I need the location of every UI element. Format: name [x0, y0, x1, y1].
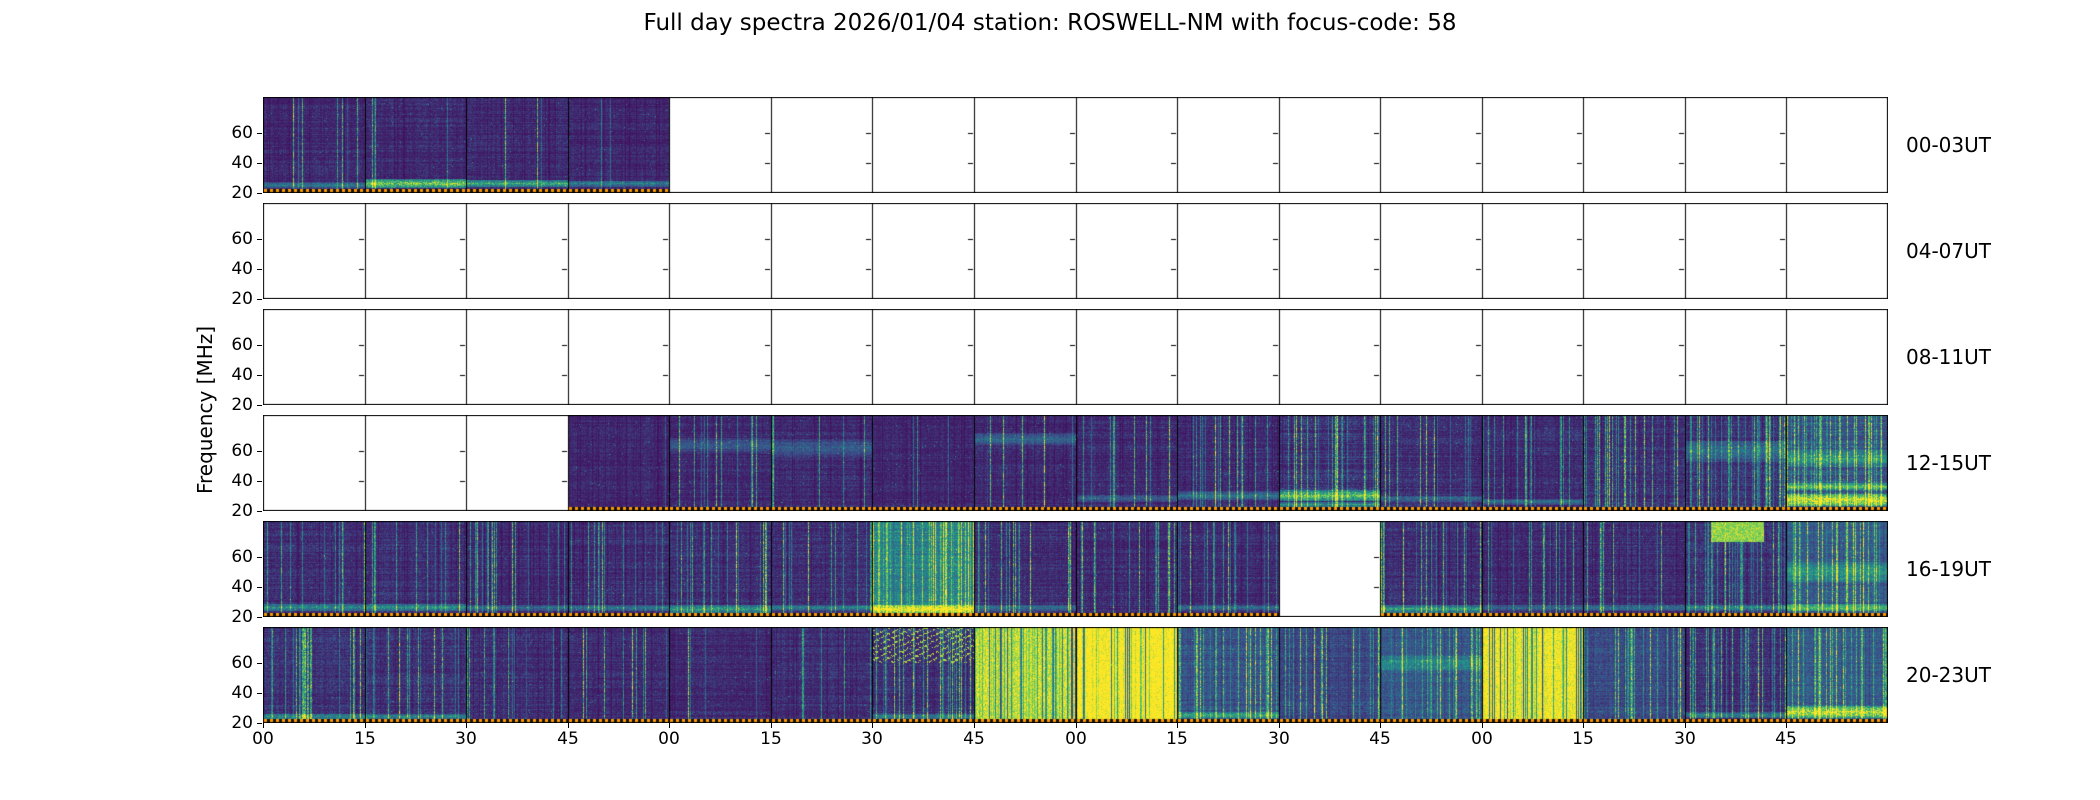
- figure-title: Full day spectra 2026/01/04 station: ROS…: [643, 10, 1457, 36]
- y-tick-label: 40: [231, 577, 253, 597]
- x-tick-label: 30: [861, 729, 883, 749]
- y-tick-mark: [257, 193, 262, 194]
- y-tick-label: 40: [231, 259, 253, 279]
- x-tick-label: 45: [1775, 729, 1797, 749]
- x-tick-label: 15: [1166, 729, 1188, 749]
- x-tick-label: 30: [455, 729, 477, 749]
- x-tick-mark: [1685, 723, 1686, 728]
- y-tick-label: 60: [231, 335, 253, 355]
- x-tick-label: 45: [963, 729, 985, 749]
- y-tick-label: 60: [231, 653, 253, 673]
- x-tick-label: 00: [1471, 729, 1493, 749]
- x-tick-mark: [568, 723, 569, 728]
- y-tick-label: 20: [231, 183, 253, 203]
- x-tick-label: 00: [252, 729, 274, 749]
- x-tick-label: 30: [1674, 729, 1696, 749]
- y-tick-label: 20: [231, 713, 253, 733]
- y-tick-mark: [257, 133, 262, 134]
- x-tick-mark: [466, 723, 467, 728]
- spectrogram-row-canvas-3: [263, 415, 1888, 511]
- x-tick-mark: [1583, 723, 1584, 728]
- y-axis-label: Frequency [MHz]: [193, 325, 217, 495]
- x-tick-label: 30: [1268, 729, 1290, 749]
- spectrogram-row-canvas-5: [263, 627, 1888, 723]
- y-tick-mark: [257, 269, 262, 270]
- y-tick-mark: [257, 375, 262, 376]
- x-tick-mark: [1380, 723, 1381, 728]
- y-tick-label: 40: [231, 153, 253, 173]
- y-tick-mark: [257, 239, 262, 240]
- y-tick-mark: [257, 481, 262, 482]
- y-tick-label: 20: [231, 395, 253, 415]
- x-tick-mark: [872, 723, 873, 728]
- y-tick-mark: [257, 163, 262, 164]
- x-tick-mark: [263, 723, 264, 728]
- row-time-label: 04-07UT: [1906, 239, 1991, 263]
- y-tick-label: 40: [231, 471, 253, 491]
- x-tick-mark: [1076, 723, 1077, 728]
- x-tick-label: 15: [760, 729, 782, 749]
- row-time-label: 00-03UT: [1906, 133, 1991, 157]
- y-tick-label: 60: [231, 441, 253, 461]
- x-tick-label: 15: [1572, 729, 1594, 749]
- spectrogram-row-canvas-0: [263, 97, 1888, 193]
- row-time-label: 20-23UT: [1906, 663, 1991, 687]
- y-tick-mark: [257, 451, 262, 452]
- y-tick-mark: [257, 617, 262, 618]
- y-tick-label: 60: [231, 229, 253, 249]
- spectrogram-row-canvas-1: [263, 203, 1888, 299]
- y-tick-label: 40: [231, 365, 253, 385]
- y-tick-mark: [257, 693, 262, 694]
- y-tick-mark: [257, 511, 262, 512]
- x-tick-mark: [1279, 723, 1280, 728]
- y-tick-mark: [257, 405, 262, 406]
- x-tick-label: 00: [1065, 729, 1087, 749]
- x-tick-label: 45: [1369, 729, 1391, 749]
- row-time-label: 12-15UT: [1906, 451, 1991, 475]
- x-tick-mark: [669, 723, 670, 728]
- spectrogram-row-canvas-4: [263, 521, 1888, 617]
- y-tick-mark: [257, 663, 262, 664]
- x-tick-label: 15: [354, 729, 376, 749]
- row-time-label: 16-19UT: [1906, 557, 1991, 581]
- y-tick-mark: [257, 723, 262, 724]
- x-tick-label: 45: [557, 729, 579, 749]
- x-tick-label: 00: [658, 729, 680, 749]
- y-tick-mark: [257, 557, 262, 558]
- y-tick-label: 20: [231, 501, 253, 521]
- x-tick-mark: [1177, 723, 1178, 728]
- spectrogram-row-canvas-2: [263, 309, 1888, 405]
- x-tick-mark: [974, 723, 975, 728]
- row-time-label: 08-11UT: [1906, 345, 1991, 369]
- y-tick-label: 60: [231, 123, 253, 143]
- y-tick-label: 60: [231, 547, 253, 567]
- y-tick-label: 20: [231, 607, 253, 627]
- x-tick-mark: [771, 723, 772, 728]
- x-tick-mark: [365, 723, 366, 728]
- y-tick-mark: [257, 587, 262, 588]
- y-tick-mark: [257, 299, 262, 300]
- y-tick-mark: [257, 345, 262, 346]
- x-tick-mark: [1786, 723, 1787, 728]
- y-tick-label: 40: [231, 683, 253, 703]
- y-tick-label: 20: [231, 289, 253, 309]
- x-tick-mark: [1482, 723, 1483, 728]
